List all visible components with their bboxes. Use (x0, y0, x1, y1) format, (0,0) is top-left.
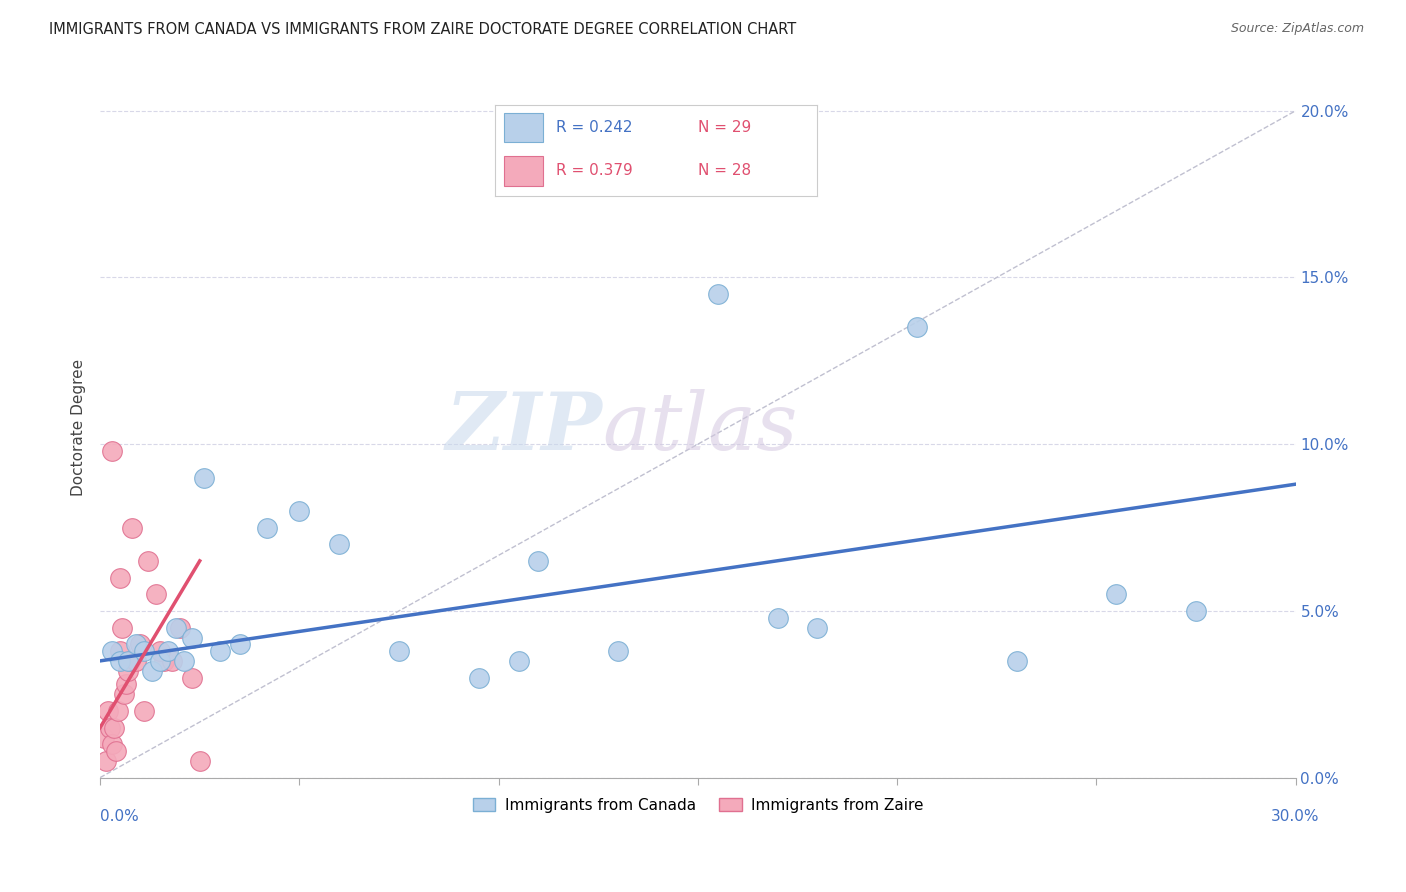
Point (1005, 654, 1028, 668)
Point (193, 470, 215, 484)
Text: Source: ZipAtlas.com: Source: ZipAtlas.com (1230, 22, 1364, 36)
Point (101, 737, 124, 751)
Text: 0.0%: 0.0% (100, 809, 139, 824)
Point (118, 654, 141, 668)
Point (141, 664, 163, 678)
Point (1105, 587, 1128, 601)
Point (132, 644, 155, 658)
Point (180, 631, 202, 645)
Point (288, 504, 311, 518)
Y-axis label: Doctorate Degree: Doctorate Degree (72, 359, 86, 496)
Text: atlas: atlas (602, 389, 797, 467)
Point (707, 287, 730, 301)
Point (129, 637, 152, 651)
Point (94, 754, 117, 768)
Point (108, 654, 131, 668)
Point (156, 644, 179, 658)
Point (527, 554, 550, 568)
Text: 30.0%: 30.0% (1271, 809, 1319, 824)
Point (132, 704, 155, 718)
Point (149, 644, 172, 658)
Point (905, 320, 928, 334)
Point (117, 654, 139, 668)
Point (101, 644, 124, 658)
Point (388, 644, 411, 658)
Point (98, 721, 121, 735)
Point (188, 754, 211, 768)
Point (117, 664, 139, 678)
Point (766, 610, 789, 624)
Legend: Immigrants from Canada, Immigrants from Zaire: Immigrants from Canada, Immigrants from … (467, 792, 929, 819)
Point (97, 704, 120, 718)
Point (208, 644, 231, 658)
Point (467, 671, 489, 685)
Point (1185, 604, 1208, 618)
Point (806, 621, 828, 635)
Point (256, 520, 278, 534)
Point (108, 570, 131, 584)
Point (105, 744, 128, 758)
Point (153, 654, 176, 668)
Point (101, 443, 124, 458)
Point (115, 677, 138, 691)
Point (125, 654, 148, 668)
Point (149, 654, 172, 668)
Point (107, 704, 129, 718)
Point (108, 644, 131, 658)
Point (121, 520, 143, 534)
Point (160, 654, 183, 668)
Point (228, 637, 250, 651)
Point (112, 687, 135, 701)
Text: IMMIGRANTS FROM CANADA VS IMMIGRANTS FROM ZAIRE DOCTORATE DEGREE CORRELATION CHA: IMMIGRANTS FROM CANADA VS IMMIGRANTS FRO… (49, 22, 796, 37)
Point (145, 587, 167, 601)
Point (165, 621, 187, 635)
Point (136, 554, 159, 568)
Point (180, 671, 202, 685)
Text: ZIP: ZIP (446, 389, 602, 467)
Point (508, 654, 530, 668)
Point (125, 637, 148, 651)
Point (111, 621, 134, 635)
Point (607, 644, 630, 658)
Point (328, 537, 350, 551)
Point (93, 731, 115, 745)
Point (103, 721, 125, 735)
Point (169, 621, 191, 635)
Point (173, 654, 195, 668)
